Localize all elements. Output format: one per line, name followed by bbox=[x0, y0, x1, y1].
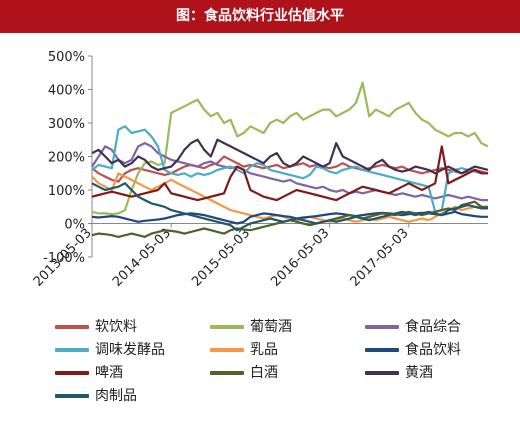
legend-swatch bbox=[365, 348, 399, 352]
legend-swatch bbox=[210, 325, 244, 329]
legend-item: 肉制品 bbox=[55, 385, 137, 407]
x-tick-label: 2015-05-03 bbox=[189, 226, 253, 290]
legend-item: 食品综合 bbox=[365, 316, 461, 338]
y-tick-label: 300% bbox=[48, 117, 85, 132]
legend-swatch bbox=[210, 348, 244, 352]
x-tick-label: 2016-05-03 bbox=[268, 226, 332, 290]
chart-plot-area: -100% 0% 100% 200% 300% 400% 500% 2013-05-03 201… bbox=[31, 50, 489, 290]
legend-item: 调味发酵品 bbox=[55, 339, 165, 361]
chart-title-banner: 图：食品饮料行业估值水平 bbox=[0, 0, 520, 33]
legend-item: 白酒 bbox=[210, 362, 278, 384]
legend-label: 啤酒 bbox=[95, 365, 123, 381]
legend-label: 软饮料 bbox=[95, 319, 137, 335]
series-line-4 bbox=[91, 172, 489, 223]
y-tick-label: -100% bbox=[43, 251, 85, 266]
y-tick-label: 100% bbox=[48, 184, 85, 199]
legend-item: 葡萄酒 bbox=[210, 316, 292, 338]
legend-label: 乳品 bbox=[250, 342, 278, 358]
x-tick-label: 2013-05-03 bbox=[31, 226, 95, 290]
legend-item: 软饮料 bbox=[55, 316, 137, 338]
series-line-8 bbox=[91, 138, 489, 175]
legend-swatch bbox=[55, 394, 89, 398]
legend-swatch bbox=[210, 371, 244, 375]
y-tick-label: 200% bbox=[48, 151, 85, 166]
legend-swatch bbox=[365, 371, 399, 375]
series-line-9 bbox=[91, 182, 488, 232]
legend-item: 啤酒 bbox=[55, 362, 123, 384]
legend-swatch bbox=[55, 348, 89, 352]
series-line-6 bbox=[91, 145, 488, 202]
legend-label: 食品综合 bbox=[405, 319, 461, 335]
series-line-2 bbox=[91, 141, 488, 202]
legend-item: 食品饮料 bbox=[365, 339, 461, 361]
legend-label: 葡萄酒 bbox=[250, 319, 292, 335]
legend-label: 肉制品 bbox=[95, 388, 137, 404]
x-tick-label: 2017-05-03 bbox=[348, 226, 412, 290]
legend-label: 白酒 bbox=[250, 365, 278, 381]
legend-swatch bbox=[365, 325, 399, 329]
legend-label: 黄酒 bbox=[405, 365, 433, 381]
legend-swatch bbox=[55, 371, 89, 375]
legend-item: 乳品 bbox=[210, 339, 278, 361]
legend-swatch bbox=[55, 325, 89, 329]
y-tick-label: 500% bbox=[48, 50, 85, 65]
y-tick-label: 400% bbox=[48, 84, 85, 99]
series-line-1 bbox=[91, 81, 489, 216]
legend-item: 黄酒 bbox=[365, 362, 433, 384]
legend-label: 调味发酵品 bbox=[95, 342, 165, 358]
legend-label: 食品饮料 bbox=[405, 342, 461, 358]
series-line-3 bbox=[91, 125, 488, 213]
y-tick-label: 0% bbox=[64, 218, 85, 233]
